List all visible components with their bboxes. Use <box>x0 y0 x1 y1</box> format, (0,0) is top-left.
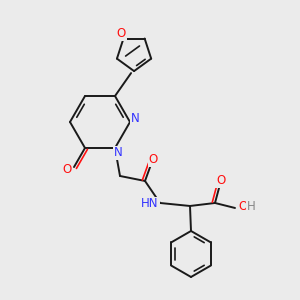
Text: O: O <box>62 163 72 176</box>
Text: HN: HN <box>141 197 159 211</box>
Text: N: N <box>130 112 140 125</box>
Text: O: O <box>117 27 126 40</box>
Text: O: O <box>148 153 158 166</box>
Text: O: O <box>238 200 247 214</box>
Text: O: O <box>216 174 225 187</box>
Text: H: H <box>247 200 256 214</box>
Text: N: N <box>114 146 122 160</box>
